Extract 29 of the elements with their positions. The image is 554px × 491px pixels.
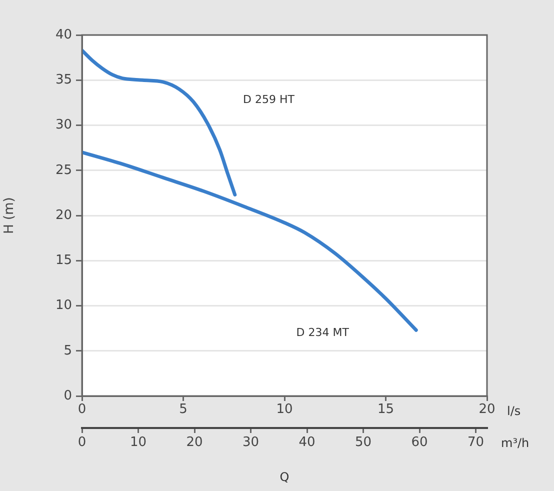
x2-tick-label: 0 (78, 435, 86, 450)
x-axis-title: l/s (507, 404, 521, 418)
x-tick-label: 15 (377, 402, 394, 418)
annotation: D 234 MT (296, 326, 350, 340)
y-tick-label: 35 (55, 72, 72, 88)
annotation: D 259 HT (242, 92, 295, 106)
x-tick-label: 20 (478, 402, 496, 418)
x-tick-label: 0 (78, 402, 86, 418)
x-tick-label: 10 (276, 402, 293, 418)
x2-tick-label: 60 (411, 435, 428, 450)
x2-tick-label: 10 (130, 435, 147, 450)
x2-tick-label: 40 (298, 435, 316, 450)
x2-axis-title: m³/h (501, 436, 530, 450)
y-tick-label: 40 (55, 27, 72, 42)
y-tick-label: 25 (55, 162, 72, 178)
x2-tick-label: 70 (467, 435, 484, 450)
y-tick-label: 0 (64, 388, 72, 404)
y-tick-label: 20 (55, 208, 72, 223)
x-tick-label: 5 (179, 402, 188, 418)
x2-tick-label: 50 (354, 435, 372, 450)
y-axis-title: H (m) (2, 197, 18, 234)
y-tick-label: 15 (55, 253, 72, 268)
y-tick-label: 30 (55, 118, 72, 133)
y-tick-label: 10 (55, 298, 72, 314)
x2-tick-label: 20 (186, 435, 203, 450)
line-series (82, 48, 237, 196)
text: Q (280, 470, 290, 484)
x2-tick-label: 30 (242, 435, 260, 450)
y-tick-label: 5 (64, 343, 72, 358)
